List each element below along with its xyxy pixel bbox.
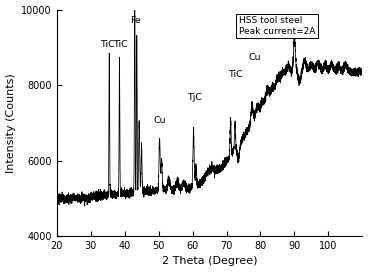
Text: TiC: TiC — [113, 40, 128, 49]
Text: HSS tool steel
Peak current=2A: HSS tool steel Peak current=2A — [238, 16, 315, 36]
Text: Cu: Cu — [248, 53, 261, 62]
X-axis label: 2 Theta (Degree): 2 Theta (Degree) — [162, 256, 257, 267]
Text: TjC: TjC — [187, 93, 202, 102]
Text: Cu: Cu — [154, 116, 167, 125]
Text: Fe: Fe — [130, 16, 141, 25]
Text: Cu: Cu — [288, 31, 301, 40]
Text: TiC: TiC — [100, 40, 115, 49]
Y-axis label: Intensity (Counts): Intensity (Counts) — [6, 73, 15, 173]
Text: TiC: TiC — [228, 70, 243, 79]
